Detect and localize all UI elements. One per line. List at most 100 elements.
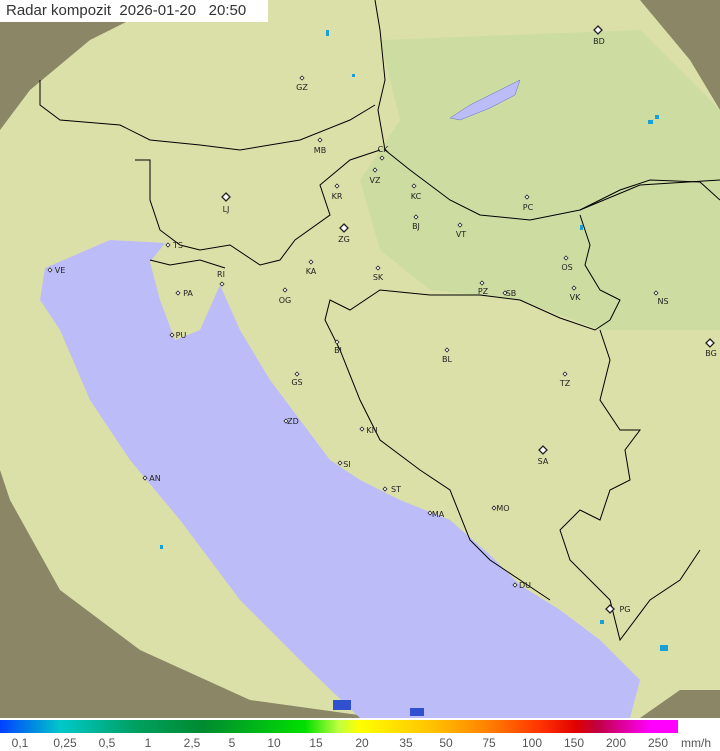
city-marker-icon [524,194,530,200]
capital-marker-icon [339,223,349,233]
city-label: KA [306,267,317,276]
city-label: DU [519,581,531,590]
map-title: Radar kompozit 2026-01-20 20:50 [0,0,268,22]
city-marker-icon [337,460,343,466]
city-si: SI [337,460,351,469]
city-label: MA [432,510,445,519]
city-marker-icon [219,281,225,287]
city-marker-icon [283,418,289,424]
city-ck: CK [378,145,390,161]
legend-unit: mm/h [681,736,711,750]
city-sb: SB [502,289,517,298]
city-label: PA [183,289,193,298]
legend-label: 0,1 [11,736,29,750]
city-marker-icon [282,287,288,293]
city-ns: NS [653,290,669,306]
city-label: BI [334,346,342,355]
city-label: RI [217,270,225,279]
city-marker-icon [563,255,569,261]
city-label: PC [523,203,534,212]
city-label: SK [373,273,384,282]
city-label: GZ [296,83,308,92]
city-marker-icon [372,167,378,173]
legend-label: 200 [605,736,627,750]
city-label: TS [172,241,183,250]
city-marker-icon [491,505,497,511]
city-label: BJ [412,222,420,231]
city-ts: TS [165,241,183,250]
city-marker-icon [382,486,388,492]
city-marker-icon [299,75,305,81]
city-label: ZD [287,417,299,426]
legend-label: 20 [355,736,369,750]
city-marker-icon [427,510,433,516]
radar-map[interactable]: GZ BD MB CK VZ KR KC PC LJ ZG BJ VT TS VE RI KA SK OS PZ SB… [0,0,720,718]
city-ma: MA [427,510,445,519]
city-lj: LJ [221,192,231,214]
city-marker-icon [562,371,568,377]
city-mo: MO [491,504,510,513]
city-ve: VE [47,266,66,275]
city-label: PG [619,605,630,614]
city-zg: ZG [338,223,350,244]
city-marker-icon [175,290,181,296]
city-vk: VK [570,285,581,302]
city-os: OS [561,255,573,272]
city-label: CK [378,145,390,154]
city-mb: MB [314,137,326,155]
city-label: ZG [338,235,350,244]
city-an: AN [142,474,161,483]
city-pg: PG [605,604,631,614]
city-vz: VZ [370,167,381,185]
city-tz: TZ [559,371,571,388]
city-label: BG [705,349,717,358]
legend-label: 35 [399,736,413,750]
city-ri: RI [217,270,225,287]
city-ka: KA [306,259,317,276]
city-label: SA [538,457,549,466]
city-du: DU [512,581,531,590]
city-marker-icon [379,155,385,161]
capital-marker-icon [593,25,603,35]
capital-marker-icon [538,445,548,455]
legend-label: 0,25 [53,736,77,750]
city-marker-icon [47,267,53,273]
city-label: VE [55,266,66,275]
city-marker-icon [165,242,171,248]
city-marker-icon [375,265,381,271]
city-label: KR [332,192,343,201]
city-bj: BJ [412,214,420,231]
country-borders [39,0,720,642]
city-markers: GZ BD MB CK VZ KR KC PC LJ ZG BJ VT TS VE RI KA SK OS PZ SB… [47,25,717,614]
legend-label: 0,5 [98,736,116,750]
city-label: LJ [223,205,230,214]
city-marker-icon [334,183,340,189]
city-bi: BI [334,339,342,355]
city-marker-icon [169,332,175,338]
city-label: MO [496,504,509,513]
precipitation-echoes [160,30,668,716]
legend-label: 15 [309,736,323,750]
city-kc: KC [411,183,422,201]
date-text: 2026-01-20 [119,2,197,19]
city-label: KC [411,192,422,201]
city-marker-icon [294,371,300,377]
capital-marker-icon [605,604,615,614]
legend-label: 75 [482,736,496,750]
city-zd: ZD [283,417,299,426]
lowland-area [360,30,720,330]
legend-label: 100 [521,736,543,750]
city-label: BD [593,37,605,46]
city-label: OS [561,263,572,272]
city-marker-icon [413,214,419,220]
city-label: SB [506,289,517,298]
city-marker-icon [571,285,577,291]
city-pu: PU [169,331,186,340]
lake-balaton [449,79,521,121]
city-label: VZ [370,176,381,185]
city-label: PZ [478,287,489,296]
city-kn: KN [359,426,378,435]
city-pz: PZ [478,280,489,296]
legend-color-bar [0,720,678,733]
city-label: TZ [559,379,571,388]
